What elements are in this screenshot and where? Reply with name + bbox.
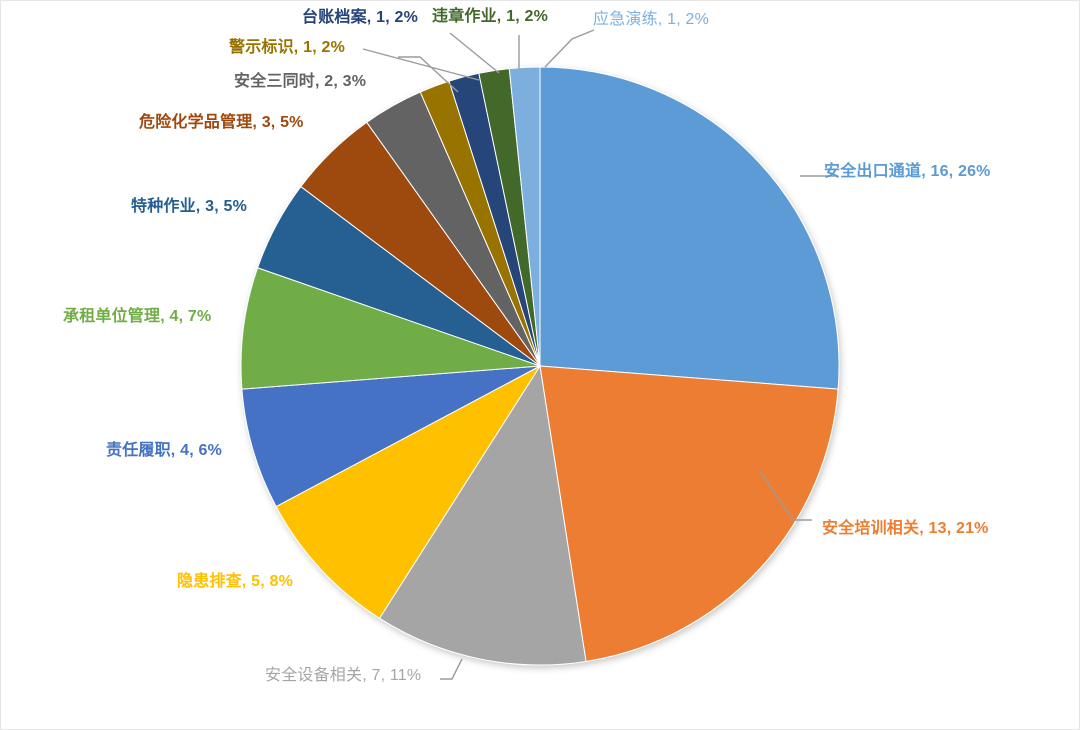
pie-slice-安全培训相关[interactable]	[539, 365, 839, 663]
leader-line-warn	[362, 48, 480, 81]
slice-label-text-8: 安全三同时, 2, 3%	[234, 73, 367, 90]
slice-label-违章作业: 违章作业, 1, 2%	[432, 8, 548, 26]
slice-label-text-0: 安全出口通道, 16, 26%	[824, 163, 991, 180]
pie-slice-责任履职[interactable]	[241, 365, 541, 508]
slice-label-text-9: 警示标识, 1, 2%	[229, 39, 346, 56]
slice-label-text-11: 违章作业, 1, 2%	[432, 8, 549, 25]
pie-slice-安全出口通道[interactable]	[539, 66, 840, 390]
pie-slice-安全设备相关[interactable]	[378, 364, 587, 666]
leader-line-2	[440, 658, 463, 680]
slice-label-text-10: 台账档案, 1, 2%	[302, 9, 419, 26]
slice-label-安全三同时: 安全三同时, 2, 3%	[234, 73, 366, 91]
slice-label-text-5: 承租单位管理, 4, 7%	[63, 308, 212, 325]
pie-slice-应急演练[interactable]	[508, 66, 541, 367]
leader-lines-group	[362, 29, 838, 680]
slice-label-台账档案: 台账档案, 1, 2%	[302, 9, 418, 27]
slice-label-隐患排查: 隐患排查, 5, 8%	[177, 573, 293, 591]
slice-label-安全培训相关: 安全培训相关, 13, 21%	[822, 520, 989, 538]
slice-label-text-7: 危险化学品管理, 3, 5%	[139, 114, 304, 131]
slice-label-text-12: 应急演练, 1, 2%	[593, 11, 710, 28]
leader-line-12	[544, 29, 595, 68]
slice-label-警示标识: 警示标识, 1, 2%	[229, 39, 345, 57]
slice-label-text-4: 责任履职, 4, 6%	[106, 442, 223, 459]
pie-slice-隐患排查[interactable]	[275, 364, 542, 619]
slice-label-应急演练: 应急演练, 1, 2%	[593, 11, 709, 29]
slice-label-text-3: 隐患排查, 5, 8%	[177, 573, 294, 590]
slice-label-text-6: 特种作业, 3, 5%	[131, 198, 248, 215]
slice-label-责任履职: 责任履职, 4, 6%	[106, 442, 222, 460]
slice-label-text-1: 安全培训相关, 13, 21%	[822, 520, 989, 537]
slice-label-text-2: 安全设备相关, 7, 11%	[265, 667, 422, 684]
leader-line-10	[449, 32, 500, 74]
slice-label-特种作业: 特种作业, 3, 5%	[131, 198, 247, 216]
pie-slices-group	[240, 66, 840, 666]
leader-line-8	[398, 56, 459, 93]
slice-label-承租单位管理: 承租单位管理, 4, 7%	[63, 308, 211, 326]
slice-label-安全设备相关: 安全设备相关, 7, 11%	[265, 667, 421, 685]
slice-label-危险化学品管理: 危险化学品管理, 3, 5%	[139, 114, 304, 132]
pie-slice-承租单位管理[interactable]	[240, 267, 541, 390]
slice-label-安全出口通道: 安全出口通道, 16, 26%	[824, 163, 991, 181]
leader-line-1	[759, 470, 812, 521]
